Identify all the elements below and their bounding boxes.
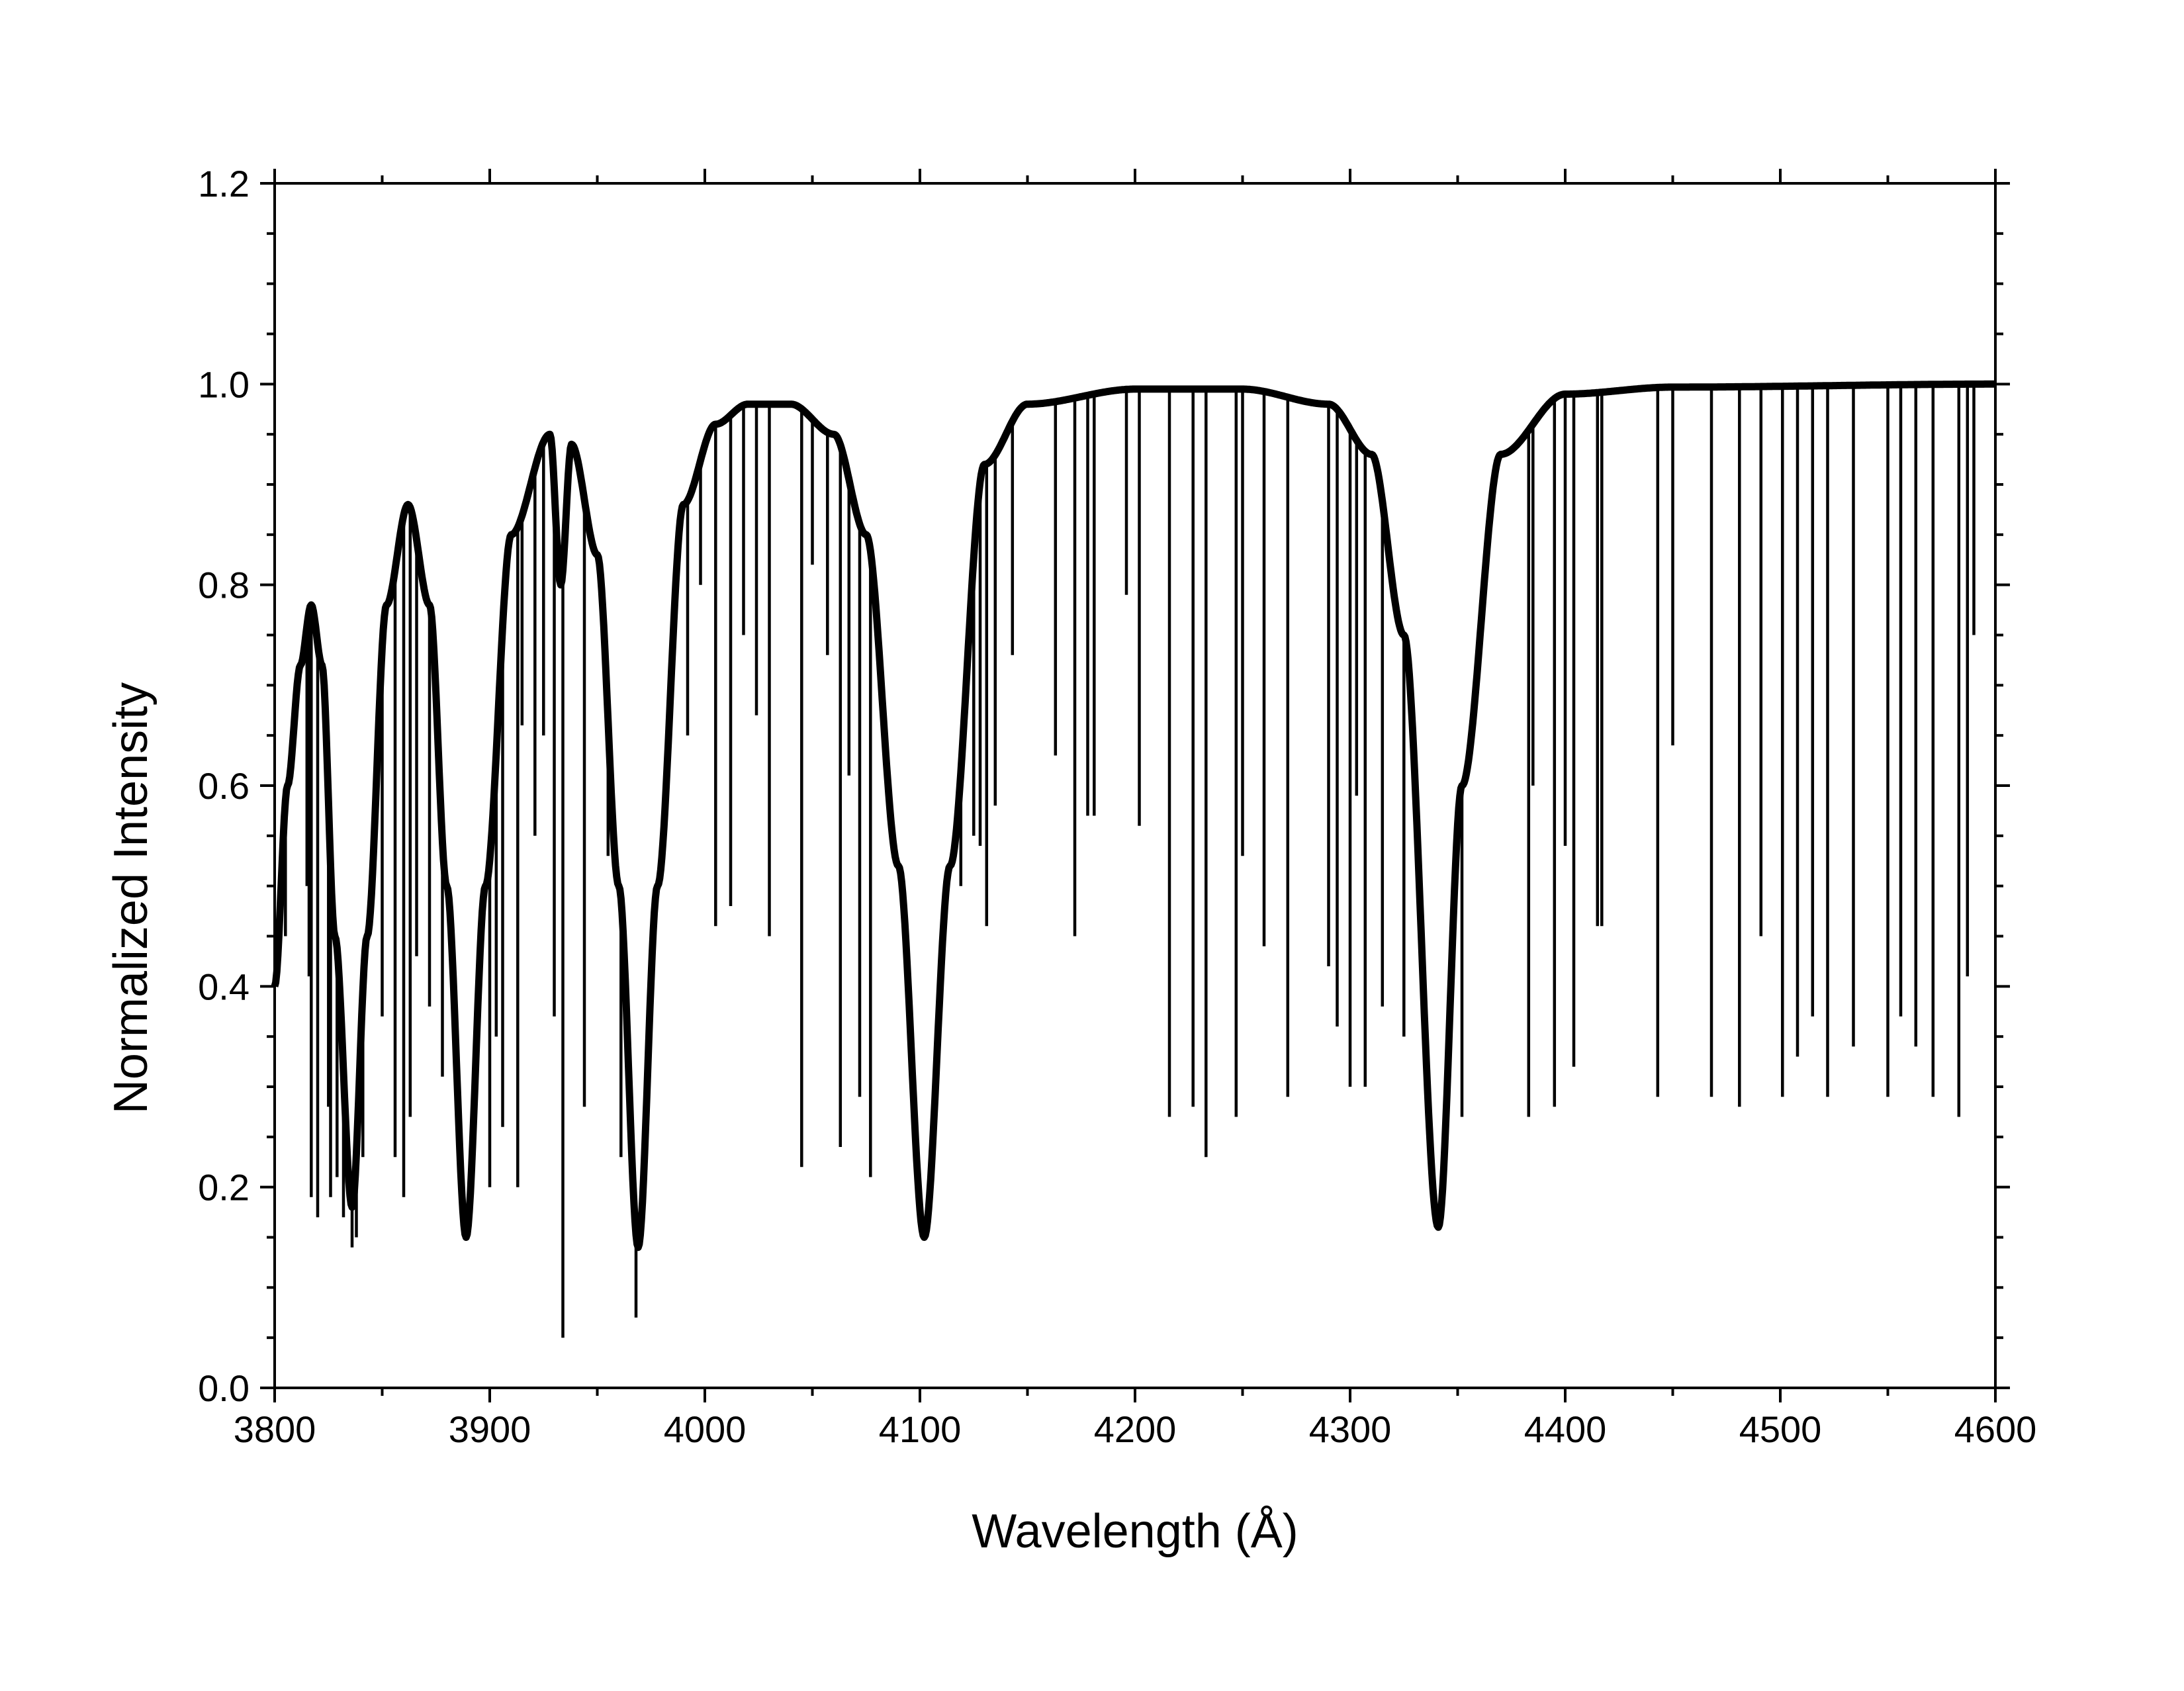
y-tick-label: 1.0: [198, 363, 250, 405]
x-tick-label: 4600: [1954, 1408, 2037, 1450]
y-axis-title: Normalized Intensity: [105, 682, 158, 1114]
x-tick-label: 4500: [1739, 1408, 1822, 1450]
ticks-layer: [260, 169, 2010, 1402]
x-tick-label: 4000: [664, 1408, 747, 1450]
x-tick-label: 3800: [234, 1408, 316, 1450]
plot-frame: [273, 182, 1997, 1389]
y-tick-label: 0.2: [198, 1167, 250, 1209]
y-tick-label: 0.8: [198, 565, 250, 606]
x-tick-label: 4200: [1094, 1408, 1177, 1450]
x-tick-label: 4100: [879, 1408, 962, 1450]
spectrum-layer: [271, 380, 1998, 1338]
y-tick-label: 0.0: [198, 1367, 250, 1409]
x-axis-title: Wavelength (Å): [972, 1505, 1298, 1558]
x-tick-label: 4400: [1524, 1408, 1607, 1450]
labels-layer: 3800 3900 4000 4100 4200 4300 4400 4500 4600 0.0 0…: [198, 163, 2036, 1450]
x-tick-label: 4300: [1309, 1408, 1392, 1450]
y-tick-label: 0.6: [198, 765, 250, 807]
y-tick-label: 1.2: [198, 163, 250, 205]
y-tick-label: 0.4: [198, 966, 250, 1007]
x-tick-label: 3900: [449, 1408, 531, 1450]
spectrum-envelope: [271, 380, 1998, 1252]
